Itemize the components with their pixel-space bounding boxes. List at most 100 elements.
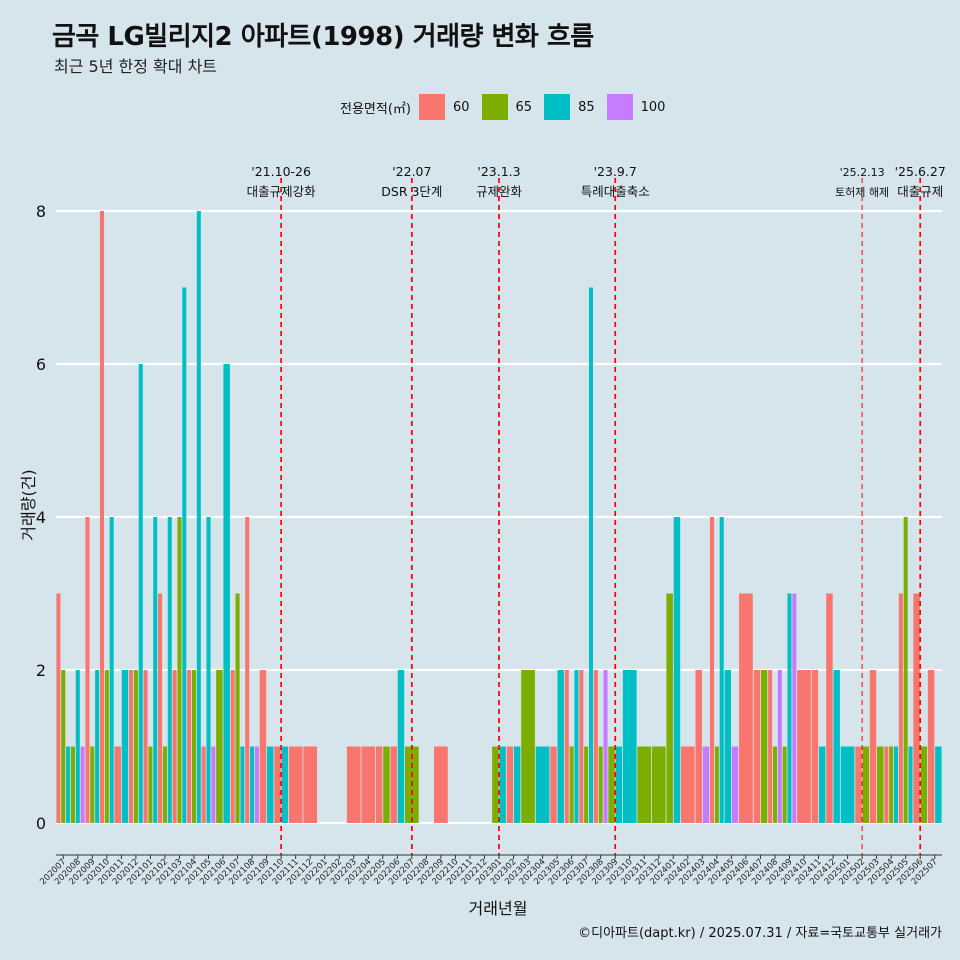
- bar-202103-60: [172, 670, 177, 823]
- legend-item-60: 60: [418, 94, 470, 120]
- bar-202507-60: [927, 670, 935, 823]
- bar-202104-65: [191, 670, 197, 823]
- bar-202108-85: [250, 746, 255, 823]
- bar-202404-65: [714, 746, 719, 823]
- bar-202106-65: [216, 670, 223, 823]
- bar-202405-100: [731, 746, 739, 823]
- bar-202406-60: [739, 593, 753, 823]
- bar-202102-65: [162, 746, 167, 823]
- bar-202503-65: [877, 746, 884, 823]
- bar-202011-60: [114, 746, 121, 823]
- bar-202307-60: [579, 670, 584, 823]
- bar-202403-100: [702, 746, 710, 823]
- bar-202505-65: [903, 517, 908, 823]
- event-desc-label: DSR 3단계: [381, 184, 442, 199]
- event-date-label: '22.07: [392, 164, 431, 179]
- bar-202308-65: [598, 746, 603, 823]
- bar-202404-60: [710, 517, 715, 823]
- bar-202302-60: [506, 746, 514, 823]
- bar-202504-60: [884, 746, 889, 823]
- bar-202205-60: [375, 746, 383, 823]
- bar-202104-85: [196, 211, 201, 823]
- bar-202107-85: [240, 746, 245, 823]
- bar-202109-85: [267, 746, 274, 823]
- bar-202205-65: [383, 746, 390, 823]
- legend-label-85: 85: [578, 99, 595, 115]
- bar-202010-60: [99, 211, 105, 823]
- bar-202410-60: [797, 670, 811, 823]
- legend-swatch-100: [606, 94, 633, 120]
- bar-202401-85: [673, 517, 681, 823]
- bar-202105-60: [201, 746, 206, 823]
- bar-202102-60: [158, 593, 163, 823]
- bar-202308-60: [593, 670, 598, 823]
- bar-202306-85: [574, 670, 579, 823]
- bar-202312-65: [651, 746, 666, 823]
- legend-label-100: 100: [640, 99, 666, 115]
- bar-202304-85: [535, 746, 550, 823]
- bar-202009-65: [90, 746, 95, 823]
- bar-202411-60: [811, 670, 819, 823]
- bar-202306-60: [564, 670, 569, 823]
- bar-202104-60: [187, 670, 192, 823]
- bar-202507-85: [935, 746, 942, 823]
- legend-label-60: 60: [452, 99, 470, 115]
- bar-202110-85: [281, 746, 288, 823]
- bar-202102-85: [167, 517, 172, 823]
- bar-202505-85: [908, 746, 913, 823]
- bar-202108-60: [245, 517, 250, 823]
- legend-swatch-65: [481, 94, 508, 120]
- bar-202206-60: [390, 746, 397, 823]
- bar-202401-65: [666, 593, 673, 823]
- bar-202204-60: [361, 746, 376, 823]
- legend-item-100: 100: [606, 94, 666, 120]
- chart-subtitle: 최근 5년 한정 확대 차트: [54, 57, 218, 76]
- chart-title: 금곡 LG빌리지2 아파트(1998) 거래량 변화 흐름: [52, 22, 594, 52]
- y-tick-label: 6: [36, 355, 46, 374]
- bar-202302-85: [513, 746, 521, 823]
- bar-202012-60: [129, 670, 134, 823]
- bars: [56, 211, 942, 823]
- bar-202009-60: [85, 517, 90, 823]
- event-date-label: '23.1.3: [477, 164, 520, 179]
- bar-202402-60: [680, 746, 695, 823]
- bar-202305-85: [557, 670, 564, 823]
- bar-202408-60: [768, 670, 773, 823]
- bar-202407-60: [753, 670, 761, 823]
- bar-202301-65: [492, 746, 499, 823]
- bar-202109-60: [259, 670, 267, 823]
- bar-202502-65: [862, 746, 869, 823]
- bar-202206-85: [397, 670, 405, 823]
- legend-swatch-60: [418, 94, 445, 120]
- y-axis-label: 거래량(건): [19, 469, 38, 540]
- bar-202012-85: [138, 364, 143, 823]
- bar-202110-60: [274, 746, 281, 823]
- bar-202309-85: [615, 746, 623, 823]
- event-markers: '21.10-26 대출규제강화 '22.07 DSR 3단계 '23.1.3 규제완화 '…: [247, 164, 946, 855]
- bar-202101-60: [143, 670, 148, 823]
- event-desc-label: 대출규제강화: [247, 184, 317, 199]
- bar-202409-100: [792, 593, 797, 823]
- bar-202412-60: [826, 593, 833, 823]
- event-desc-label: 특례대출축소: [581, 184, 650, 199]
- bar-202412-85: [833, 670, 840, 823]
- bar-202108-100: [254, 746, 259, 823]
- bar-202301-85: [499, 746, 506, 823]
- bar-202409-85: [787, 593, 792, 823]
- bar-202106-85: [223, 364, 230, 823]
- bar-202407-65: [760, 670, 768, 823]
- bar-202311-65: [637, 746, 652, 823]
- bar-202308-100: [603, 670, 608, 823]
- bar-202408-65: [772, 746, 777, 823]
- bar-202012-65: [133, 670, 138, 823]
- bar-202112-60: [303, 746, 318, 823]
- bar-202405-85: [724, 670, 731, 823]
- event-date-label: '21.10-26: [251, 164, 311, 179]
- event-desc-label: 토허제 해제: [835, 185, 889, 199]
- event-desc-label: 대출규제: [897, 184, 943, 199]
- bar-202307-85: [588, 287, 594, 823]
- bar-202008-100: [80, 746, 85, 823]
- bar-202505-60: [898, 593, 903, 823]
- bar-202303-65: [521, 670, 535, 823]
- legend-item-65: 65: [481, 94, 532, 120]
